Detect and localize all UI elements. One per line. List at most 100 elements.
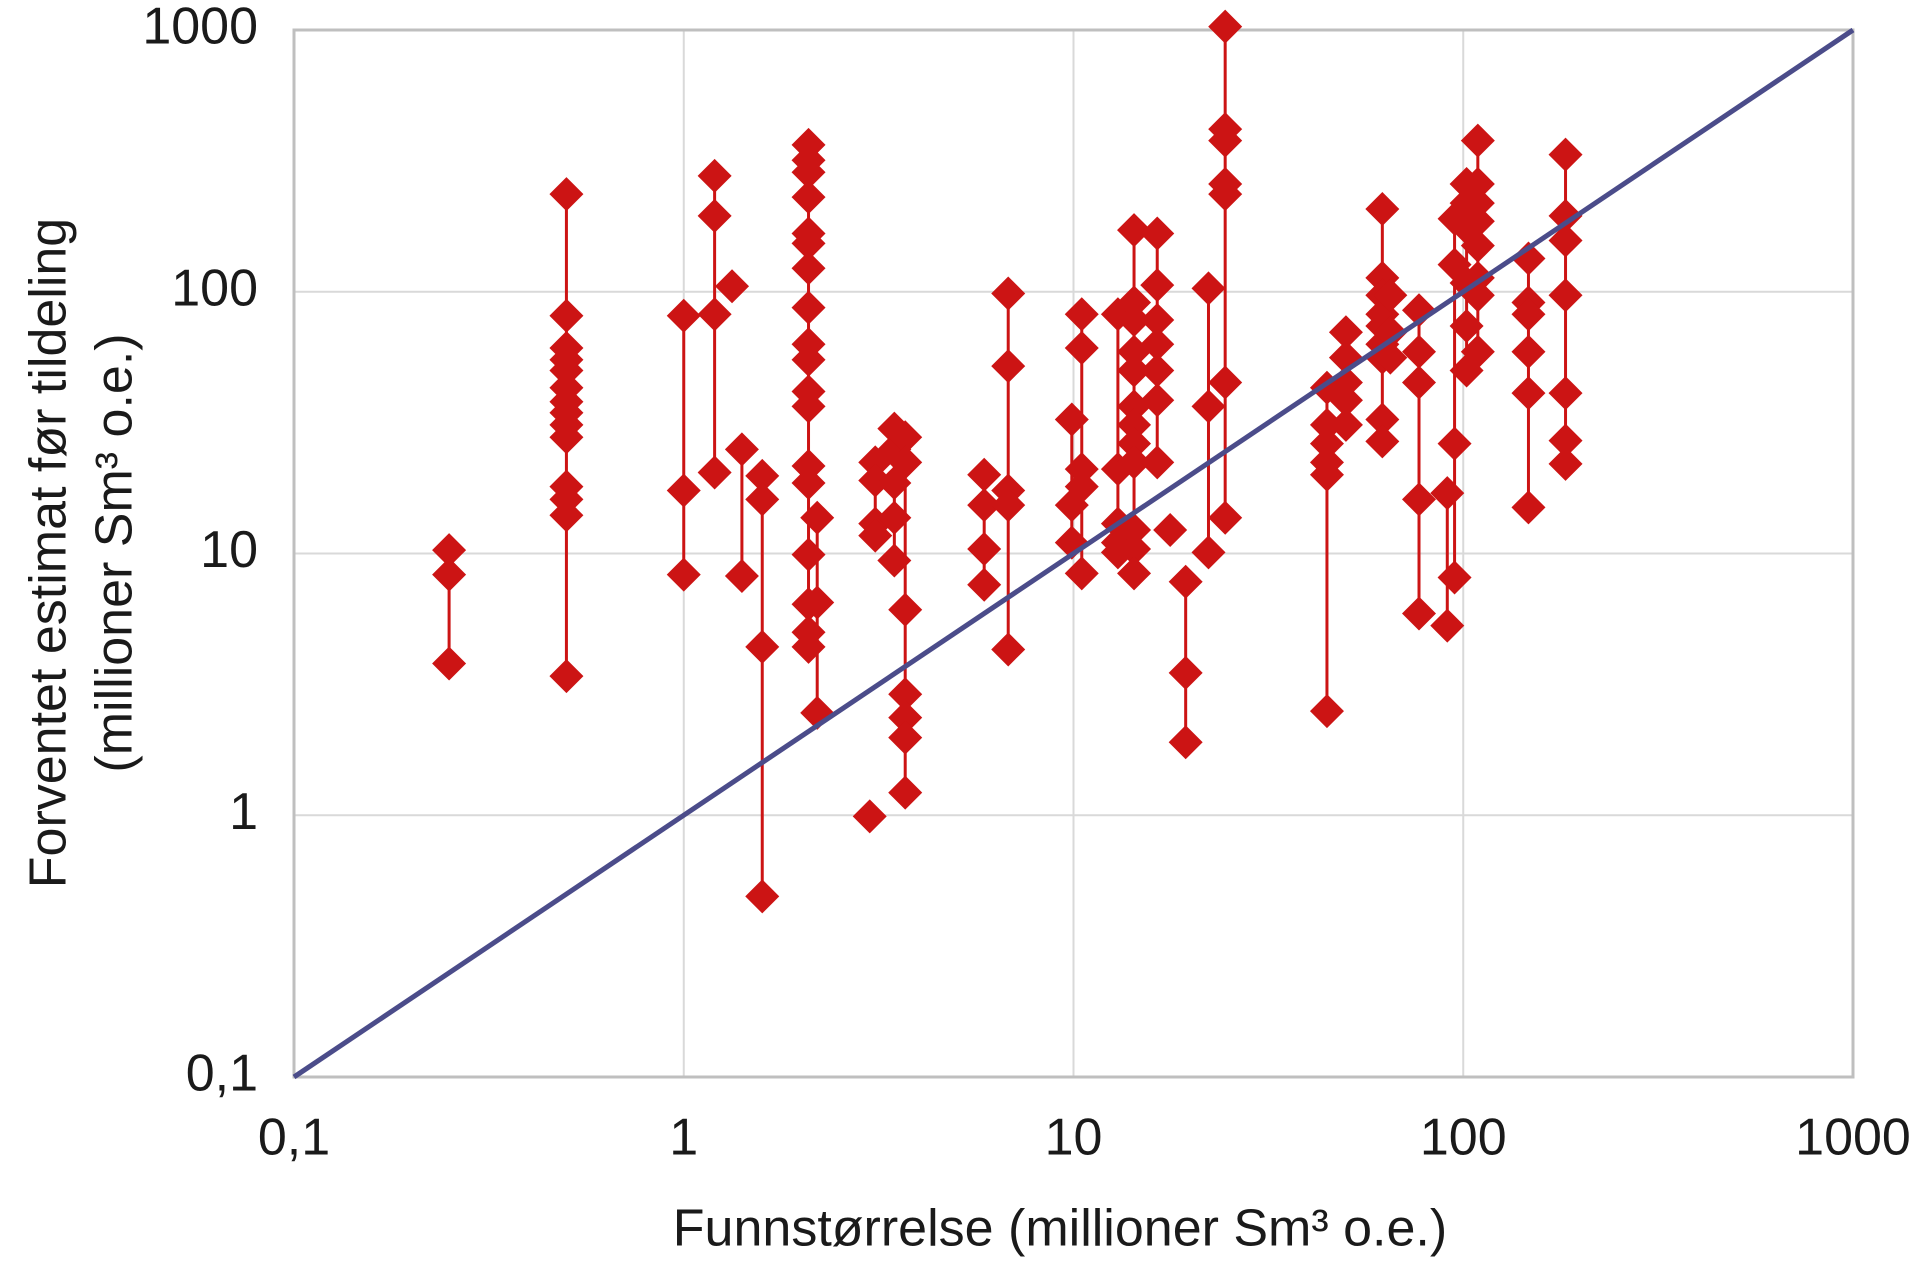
data-point	[1117, 407, 1152, 442]
data-point	[791, 389, 826, 424]
data-point	[1548, 278, 1583, 313]
x-tick-label: 1	[669, 1109, 698, 1167]
data-point	[1402, 482, 1437, 517]
data-point	[991, 276, 1026, 311]
data-point	[1064, 297, 1099, 332]
data-point	[549, 353, 584, 388]
y-tick-label: 0,1	[186, 1045, 258, 1103]
data-point	[888, 592, 923, 627]
data-point	[858, 518, 893, 553]
data-point	[1460, 123, 1495, 158]
data-point	[1117, 445, 1152, 480]
data-point	[549, 659, 584, 694]
data-point	[432, 557, 467, 592]
data-point	[1208, 177, 1243, 212]
data-point	[967, 488, 1002, 523]
data-point	[791, 342, 826, 377]
data-point	[1437, 426, 1472, 461]
data-point	[791, 465, 826, 500]
data-point	[1208, 365, 1243, 400]
data-point	[791, 629, 826, 664]
data-point	[745, 879, 780, 914]
data-point	[1054, 402, 1089, 437]
data-point	[1437, 560, 1472, 595]
data-point	[1511, 241, 1546, 276]
data-point	[432, 533, 467, 568]
data-point	[852, 799, 887, 834]
data-point	[791, 290, 826, 325]
x-tick-label: 0,1	[258, 1109, 330, 1167]
data-point	[800, 585, 835, 620]
data-point	[967, 457, 1002, 492]
data-point	[877, 500, 912, 535]
data-point	[1117, 556, 1152, 591]
y-axis-title: (millioner Sm³ o.e.)	[86, 333, 144, 772]
data-point	[1168, 564, 1203, 599]
data-point	[697, 455, 732, 490]
data-point	[888, 445, 923, 480]
data-point	[1402, 334, 1437, 369]
data-point	[967, 567, 1002, 602]
data-point	[1140, 445, 1175, 480]
data-point	[1140, 383, 1175, 418]
data-point	[549, 498, 584, 533]
data-point	[1208, 500, 1243, 535]
data-point	[1168, 655, 1203, 690]
data-point	[1140, 327, 1175, 362]
data-point	[1117, 426, 1152, 461]
data-point	[1548, 198, 1583, 233]
data-point	[697, 198, 732, 233]
data-point	[1373, 278, 1408, 313]
data-point	[1309, 426, 1344, 461]
data-point	[1365, 402, 1400, 437]
data-point	[1402, 365, 1437, 400]
data-point	[1373, 315, 1408, 350]
data-point	[1140, 268, 1175, 303]
data-point	[1511, 334, 1546, 369]
data-point	[791, 155, 826, 190]
data-point	[1460, 167, 1495, 202]
data-point	[1140, 302, 1175, 337]
data-point	[791, 180, 826, 215]
data-point	[1430, 476, 1465, 511]
data-point	[1460, 228, 1495, 263]
data-point	[800, 500, 835, 535]
x-tick-label: 10	[1045, 1109, 1103, 1167]
y-tick-label: 100	[171, 259, 258, 317]
data-point	[1309, 407, 1344, 442]
data-point	[745, 458, 780, 493]
data-point	[1117, 302, 1152, 337]
plot-border	[292, 28, 1855, 1079]
y-tick-label: 1	[229, 783, 258, 841]
data-point	[666, 557, 701, 592]
data-point	[1365, 424, 1400, 459]
data-point	[1430, 608, 1465, 643]
data-point	[1328, 383, 1363, 418]
data-point	[1449, 308, 1484, 343]
data-point	[1117, 213, 1152, 248]
data-point	[1208, 123, 1243, 158]
data-point	[1548, 423, 1583, 458]
data-point	[549, 298, 584, 333]
data-point	[1168, 725, 1203, 760]
data-point	[888, 775, 923, 810]
data-point	[1309, 694, 1344, 729]
reference-line	[292, 27, 1855, 1080]
data-point	[1328, 315, 1363, 350]
data-point	[1548, 223, 1583, 258]
data-point	[724, 559, 759, 594]
data-point	[1460, 204, 1495, 239]
data-point	[1117, 285, 1152, 320]
data-point	[1191, 271, 1226, 306]
data-point	[1511, 297, 1546, 332]
data-point	[991, 632, 1026, 667]
data-point	[991, 349, 1026, 384]
data-point	[1191, 535, 1226, 570]
data-point	[697, 158, 732, 193]
data-point	[1208, 9, 1243, 44]
data-point	[724, 432, 759, 467]
data-point	[1117, 389, 1152, 424]
data-point	[877, 543, 912, 578]
